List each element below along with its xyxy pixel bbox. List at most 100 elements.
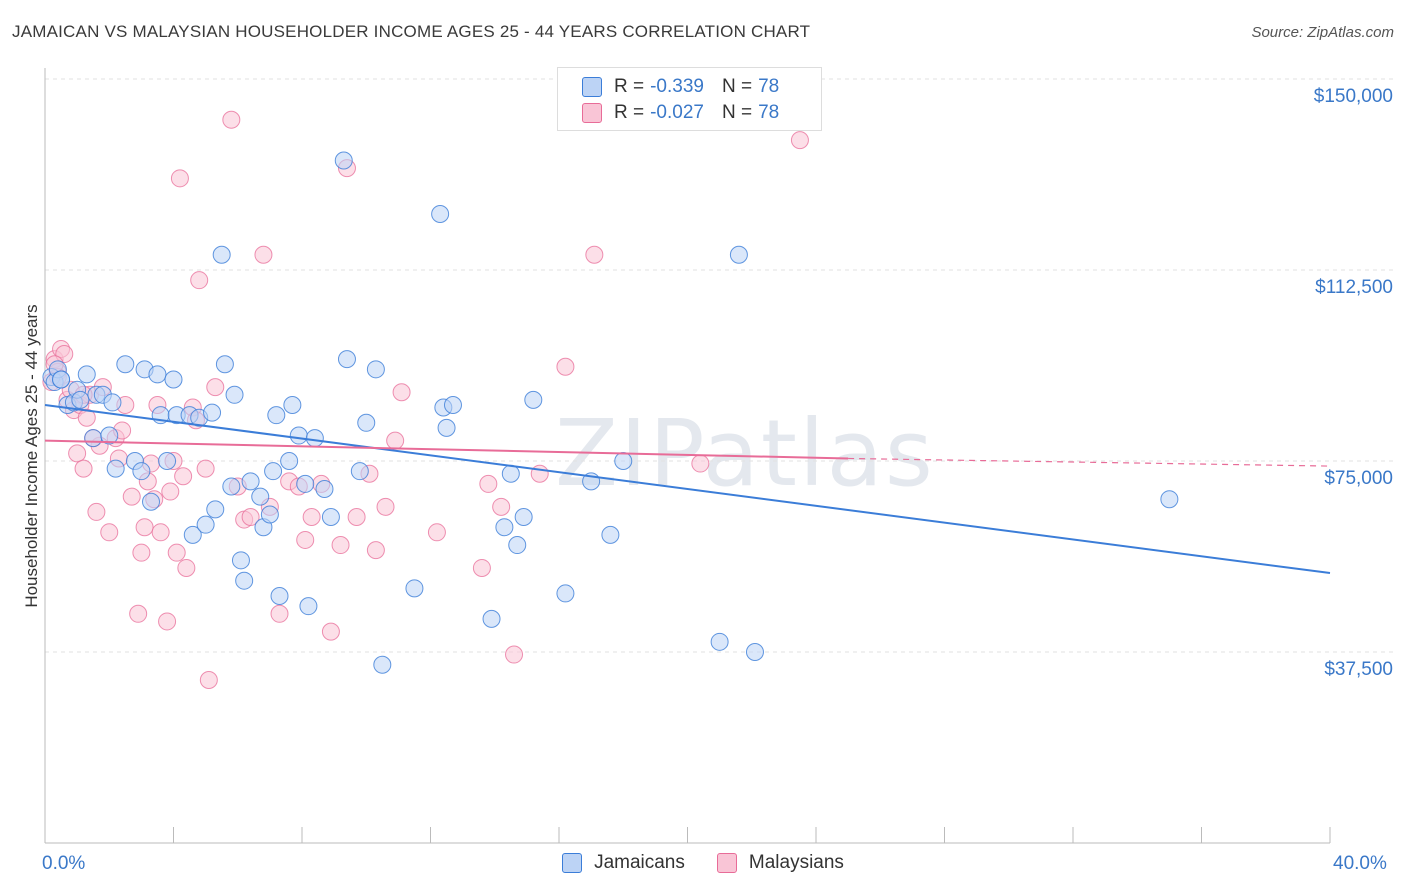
malaysian-point <box>376 497 395 516</box>
jamaican-point <box>100 426 119 445</box>
jamaican-point <box>405 579 424 598</box>
jamaican-point <box>206 500 225 519</box>
malaysian-point <box>74 459 93 478</box>
r-label: R = <box>614 76 645 97</box>
jamaican-point <box>373 655 392 674</box>
jamaican-point <box>116 355 135 374</box>
legend-item-malaysians[interactable]: Malaysians <box>716 852 844 874</box>
malaysian-point <box>177 558 196 577</box>
jamaicans-swatch <box>562 853 583 873</box>
malaysian-point <box>392 383 411 402</box>
jamaican-point <box>508 536 527 555</box>
r-label: R = <box>614 102 645 123</box>
malaysian-point <box>366 541 385 560</box>
malaysian-point <box>427 523 446 542</box>
jamaican-point <box>77 365 96 384</box>
malaysian-point <box>174 467 193 486</box>
jamaican-point <box>289 426 308 445</box>
y-tick-label: $37,500 <box>1324 659 1393 680</box>
malaysian-point <box>196 459 215 478</box>
malaysians-trendline-extension <box>848 457 1331 467</box>
legend-label: Malaysians <box>748 852 844 873</box>
n-value: 78 <box>758 102 780 123</box>
r-value: -0.339 <box>650 76 704 97</box>
jamaican-point <box>183 525 202 544</box>
jamaican-point <box>106 459 125 478</box>
stats-legend: R = -0.339 N = 78 R = -0.027 N = 78 <box>557 67 822 131</box>
legend-label: Jamaicans <box>594 852 685 873</box>
jamaican-point <box>280 452 299 470</box>
jamaican-point <box>235 571 254 590</box>
malaysian-point <box>129 604 148 623</box>
jamaican-point <box>710 632 729 651</box>
jamaican-point <box>283 395 302 414</box>
legend-item-jamaicans[interactable]: Jamaicans <box>562 852 685 874</box>
malaysian-point <box>296 530 315 549</box>
legend-row-jamaicans: R = -0.339 N = 78 <box>582 75 779 99</box>
jamaican-point <box>337 350 356 369</box>
x-tick-label: 40.0% <box>1333 853 1387 874</box>
jamaican-point <box>103 393 122 412</box>
jamaican-point <box>601 525 620 544</box>
malaysian-point <box>321 622 340 641</box>
jamaican-point <box>84 429 103 448</box>
y-axis-label: Householder Income Ages 25 - 44 years <box>22 304 41 608</box>
jamaican-point <box>321 508 340 527</box>
jamaican-point <box>614 452 633 470</box>
jamaican-point <box>203 403 222 422</box>
malaysian-point <box>331 536 350 555</box>
jamaican-point <box>212 245 231 264</box>
y-tick-label: $112,500 <box>1315 277 1393 298</box>
jamaican-point <box>267 406 286 425</box>
malaysian-point <box>530 464 549 483</box>
jamaican-point <box>350 462 369 481</box>
malaysian-point <box>241 508 260 527</box>
jamaican-point <box>1160 490 1179 509</box>
jamaican-point <box>357 413 376 432</box>
jamaican-point <box>514 508 533 527</box>
malaysian-point <box>479 474 498 493</box>
n-label: N = <box>721 76 753 97</box>
jamaican-point <box>745 643 764 661</box>
jamaican-point <box>251 487 270 506</box>
jamaican-point <box>437 418 456 437</box>
jamaicans-trendline <box>44 403 1331 575</box>
malaysian-point <box>158 612 177 631</box>
malaysian-point <box>386 431 405 450</box>
malaysian-point <box>170 169 189 188</box>
jamaican-point <box>222 477 241 496</box>
n-label: N = <box>721 102 753 123</box>
y-tick-label: $150,000 <box>1313 86 1393 107</box>
jamaican-point <box>315 480 334 499</box>
jamaican-point <box>524 390 543 409</box>
jamaican-point <box>241 472 260 491</box>
jamaican-point <box>264 462 283 481</box>
malaysian-point <box>505 645 524 664</box>
jamaican-point <box>225 385 244 404</box>
malaysian-point <box>270 604 289 623</box>
jamaican-point <box>305 429 324 448</box>
malaysian-point <box>68 444 87 463</box>
jamaican-point <box>556 584 575 603</box>
malaysian-point <box>122 487 141 506</box>
jamaican-point <box>334 151 353 170</box>
r-value: -0.027 <box>650 102 704 123</box>
malaysian-point <box>151 523 170 542</box>
series-legend: Jamaicans Malaysians <box>0 852 1406 874</box>
malaysian-point <box>77 408 96 427</box>
jamaican-point <box>431 204 450 223</box>
jamaican-point <box>299 597 318 616</box>
jamaican-point <box>443 395 462 414</box>
source-note: Source: ZipAtlas.com <box>1251 24 1394 41</box>
malaysians-swatch <box>716 853 737 873</box>
malaysian-point <box>472 558 491 577</box>
jamaicans-swatch <box>582 77 602 97</box>
malaysians-trendline <box>44 439 849 460</box>
jamaican-point <box>52 370 71 389</box>
jamaican-point <box>729 245 748 264</box>
malaysian-point <box>161 482 180 501</box>
malaysian-point <box>199 671 218 690</box>
n-value: 78 <box>758 76 780 97</box>
malaysian-point <box>691 454 710 473</box>
